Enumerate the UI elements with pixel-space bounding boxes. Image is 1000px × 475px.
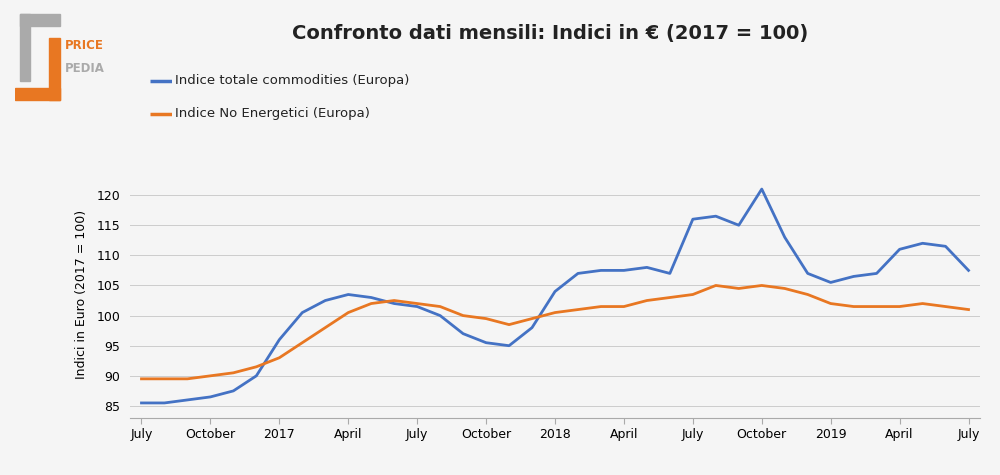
Text: Confronto dati mensili: Indici in € (2017 = 100): Confronto dati mensili: Indici in € (201…: [292, 24, 808, 43]
Bar: [20, 14, 30, 81]
Text: PEDIA: PEDIA: [65, 62, 105, 76]
Bar: [49, 38, 60, 100]
Text: Indice totale commodities (Europa): Indice totale commodities (Europa): [175, 74, 409, 87]
Text: PRICE: PRICE: [65, 38, 104, 52]
Y-axis label: Indici in Euro (2017 = 100): Indici in Euro (2017 = 100): [75, 210, 88, 379]
Bar: [15, 88, 60, 100]
Text: Indice No Energetici (Europa): Indice No Energetici (Europa): [175, 107, 370, 121]
Bar: [20, 14, 60, 26]
